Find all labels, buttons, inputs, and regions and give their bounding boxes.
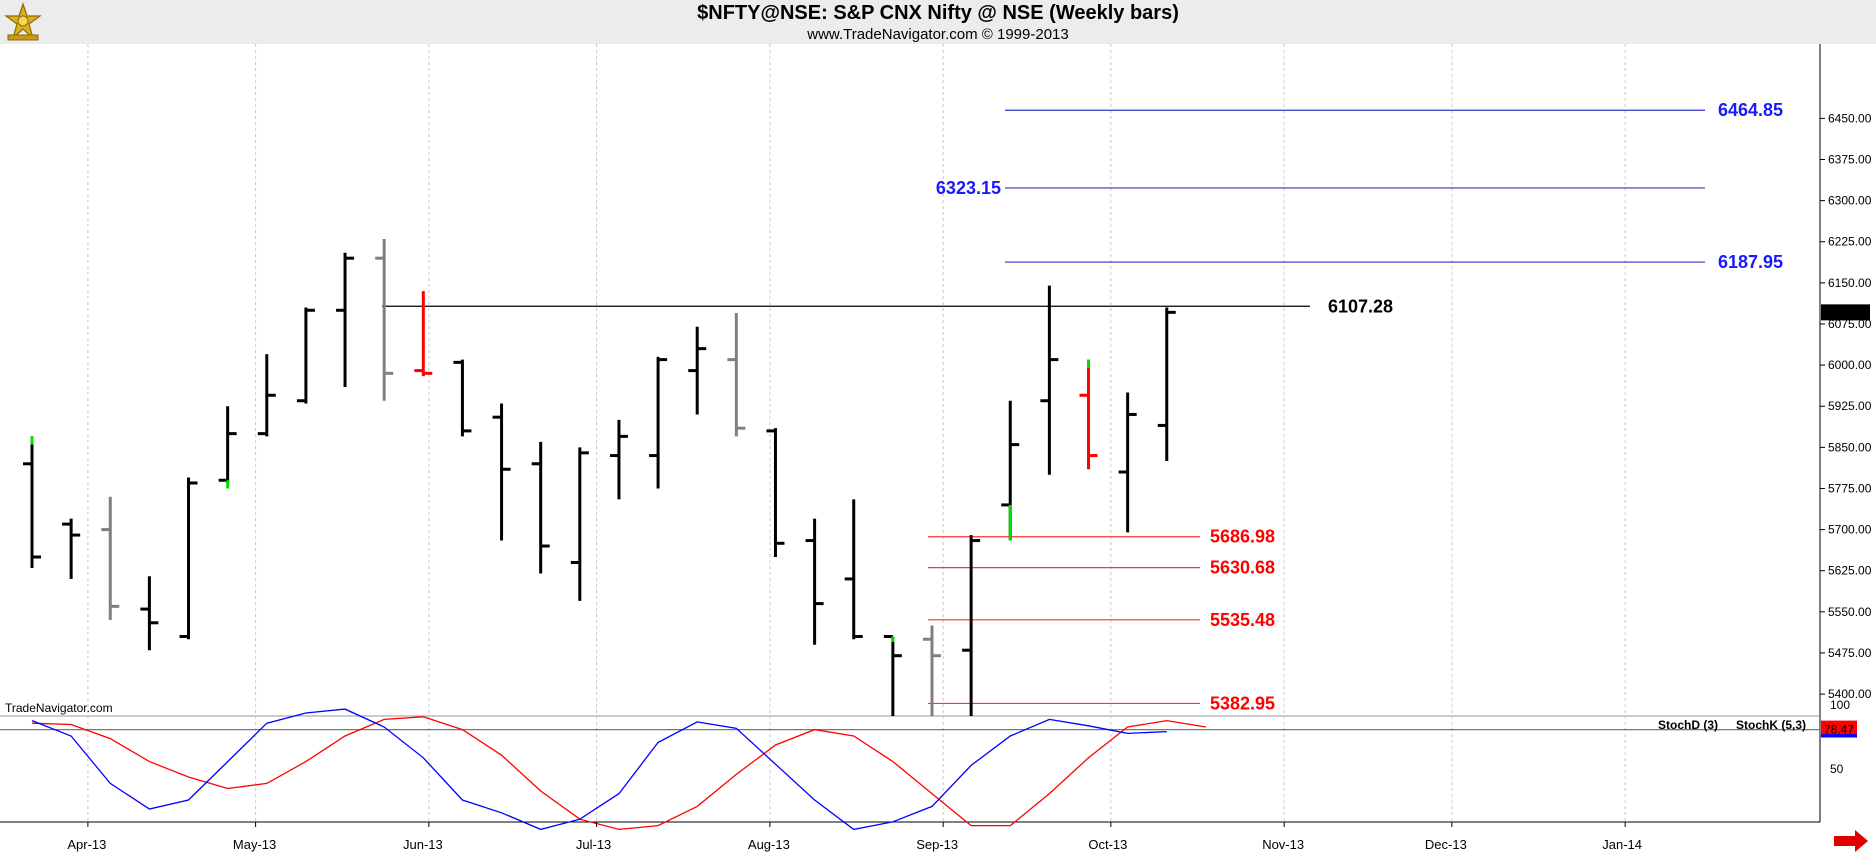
chart-subtitle: www.TradeNavigator.com © 1999-2013 [807,26,1069,43]
y-tick-label: 5475.00 [1828,646,1872,660]
trade-navigator-logo-icon [4,2,42,41]
support-level-label: 5535.48 [1210,610,1275,630]
legend-stochd: StochD (3) [1658,718,1718,732]
y-tick-label: 5925.00 [1828,399,1872,413]
main-panel [0,44,1820,718]
chart-frame [0,44,1821,823]
x-tick-label: May-13 [233,837,276,852]
price-bars [23,239,1176,716]
y-tick-label: 5550.00 [1828,605,1872,619]
last-price-label: 6096.20 [1823,305,1867,319]
stoch-y-tick-label: 50 [1830,762,1844,776]
stoch-last-value-label: 78.47 [1824,723,1854,737]
scroll-right-arrow-icon[interactable] [1834,830,1868,852]
y-tick-label: 5625.00 [1828,564,1872,578]
y-tick-label: 6375.00 [1828,153,1872,167]
y-tick-label: 5400.00 [1828,687,1872,701]
target-level-label: 6187.95 [1718,252,1783,272]
y-tick-label: 6075.00 [1828,317,1872,331]
x-tick-label: Oct-13 [1088,837,1127,852]
level-lines: 6464.85 6323.15 6187.95 6107.28 5686.98 5630.… [382,100,1783,713]
support-level-label: 5686.98 [1210,527,1275,547]
x-tick-label: Sep-13 [916,837,958,852]
y-tick-label: 6225.00 [1828,235,1872,249]
y-tick-label: 5775.00 [1828,481,1872,495]
axes: Apr-13 May-13 Jun-13 Jul-13 Aug-13 Sep-13 Oct-… [67,111,1871,852]
stoch-series-line [31,716,1207,831]
target-level-label: 6323.15 [936,178,1001,198]
y-tick-label: 6450.00 [1828,111,1872,125]
stoch-series-line [31,708,1167,831]
y-tick-label: 6300.00 [1828,194,1872,208]
resistance-level-label: 6107.28 [1328,296,1393,316]
x-tick-label: Nov-13 [1262,837,1304,852]
support-level-label: 5630.68 [1210,558,1275,578]
chart-title: $NFTY@NSE: S&P CNX Nifty @ NSE (Weekly b… [697,2,1179,24]
stoch-y-tick-label: 100 [1830,698,1850,712]
grid-lines [87,44,1626,822]
last-price-box [1821,304,1870,321]
y-tick-label: 6150.00 [1828,276,1872,290]
y-tick-label: 6000.00 [1828,358,1872,372]
stochastic-panel: StochD (3) StochK (5,3) [0,708,1820,831]
legend-stochk: StochK (5,3) [1736,718,1806,732]
stoch-last-value-box [1821,720,1857,738]
x-tick-label: Aug-13 [748,837,790,852]
watermark: TradeNavigator.com [5,701,113,715]
target-level-label: 6464.85 [1718,100,1783,120]
y-tick-label: 5850.00 [1828,440,1872,454]
x-tick-label: Jul-13 [576,837,611,852]
chart-header [0,0,1876,44]
x-tick-label: Apr-13 [67,837,106,852]
x-tick-label: Jan-14 [1602,837,1642,852]
x-tick-label: Jun-13 [403,837,443,852]
support-level-label: 5382.95 [1210,693,1275,713]
x-tick-label: Dec-13 [1425,837,1467,852]
y-tick-label: 5700.00 [1828,523,1872,537]
